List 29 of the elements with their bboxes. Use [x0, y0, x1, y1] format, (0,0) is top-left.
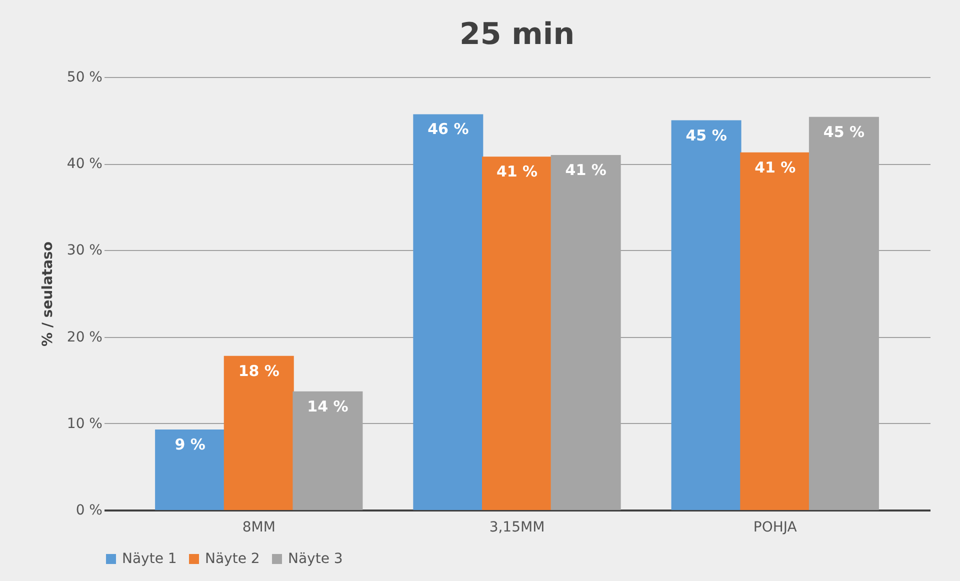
legend-label: Näyte 2	[205, 551, 260, 567]
y-axis-title: % / seulataso	[40, 241, 56, 347]
data-label: 45 %	[823, 122, 865, 141]
data-label: 14 %	[307, 397, 348, 416]
y-tick-label: 30 %	[66, 242, 102, 259]
y-tick-label: 10 %	[66, 416, 102, 432]
y-tick-label: 20 %	[66, 329, 102, 346]
data-label: 41 %	[496, 162, 538, 181]
data-label: 41 %	[754, 158, 796, 176]
y-tick-label: 50 %	[66, 70, 102, 86]
bar	[671, 120, 742, 510]
bar	[482, 156, 552, 510]
y-tick-label: 0 %	[76, 502, 102, 518]
y-tick-label: 40 %	[66, 156, 102, 172]
chart-title: 25 min	[459, 17, 575, 52]
data-label: 18 %	[238, 362, 280, 380]
legend-label: Näyte 3	[288, 551, 343, 567]
x-tick-label: 8MM	[242, 520, 276, 536]
data-label: 45 %	[686, 126, 727, 144]
data-label: 9 %	[174, 435, 206, 454]
data-label: 41 %	[565, 160, 606, 179]
x-tick-label: 3,15MM	[489, 520, 545, 536]
bar	[224, 356, 294, 510]
x-tick-label: POHJA	[753, 520, 798, 536]
bar	[155, 429, 226, 510]
legend-label: Näyte 1	[122, 551, 177, 567]
data-label: 46 %	[428, 120, 469, 138]
bar	[740, 152, 810, 510]
bar	[413, 114, 484, 510]
